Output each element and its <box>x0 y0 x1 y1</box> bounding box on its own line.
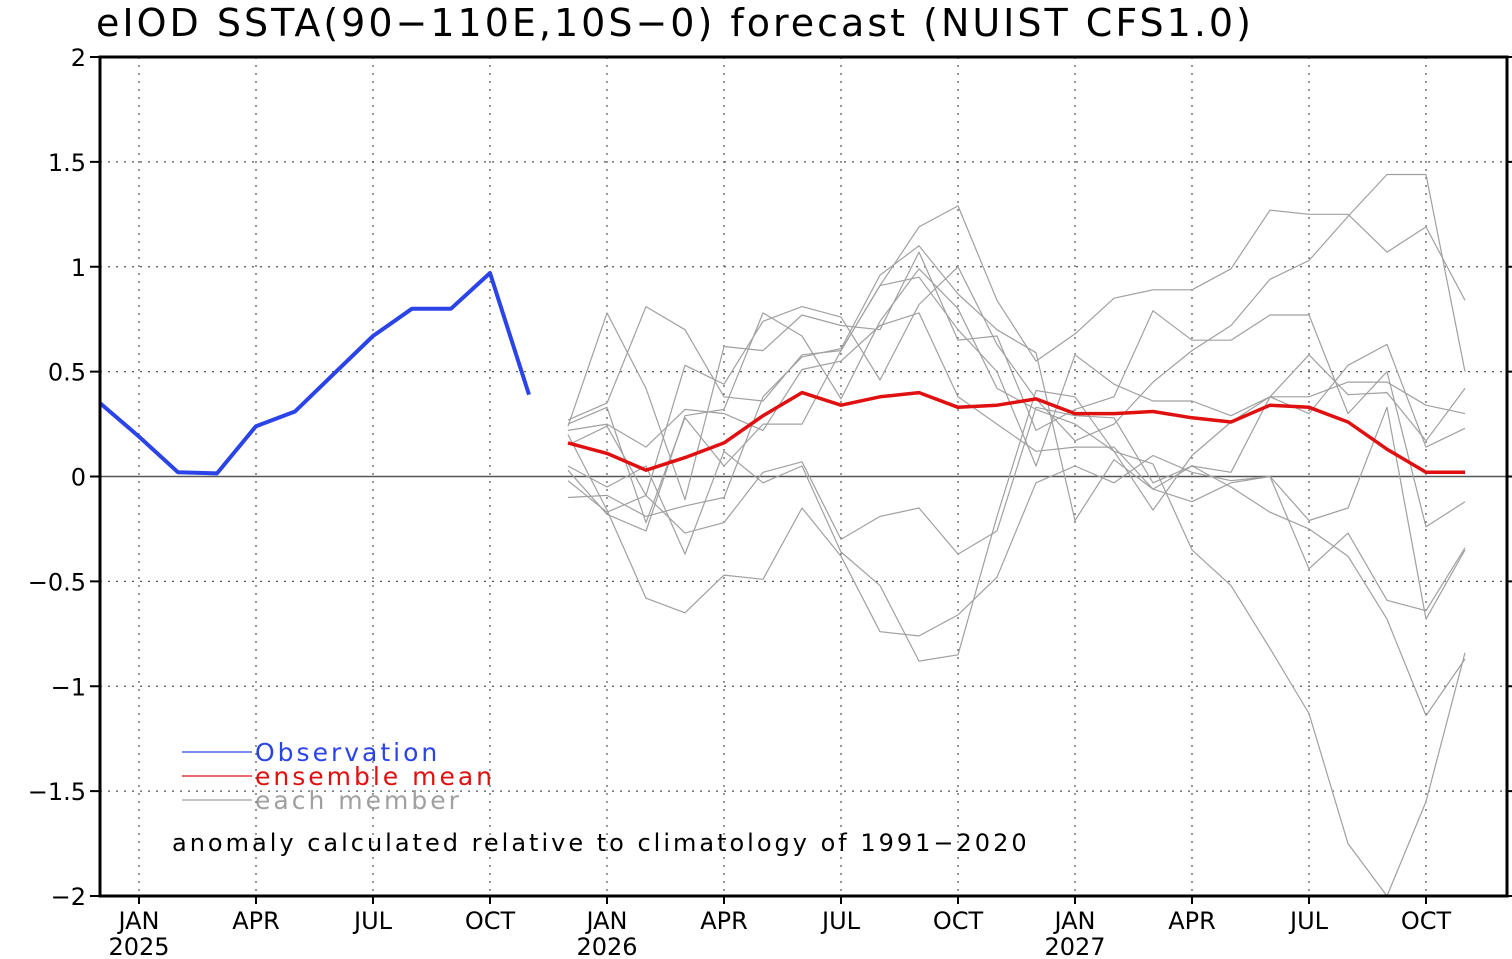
member-line <box>567 251 1466 528</box>
x-tick-label: APR <box>232 907 280 935</box>
member-lines <box>567 173 1466 897</box>
legend: Observation ensemble mean each member <box>182 738 495 815</box>
member-line <box>567 389 1466 897</box>
climatology-note: anomaly calculated relative to climatolo… <box>172 829 1030 857</box>
legend-each-member-label: each member <box>255 786 462 815</box>
x-tick-label: OCT <box>465 907 516 935</box>
x-tick-label: JAN <box>1052 907 1095 935</box>
y-tick-label: 1.5 <box>48 149 86 177</box>
y-tick-label: 2 <box>71 44 86 72</box>
x-tick-year: 2026 <box>576 933 637 959</box>
x-tick-label: JUL <box>352 907 393 935</box>
ensemble-mean-path <box>567 390 1465 475</box>
member-line <box>567 245 1466 717</box>
x-tick-year: 2025 <box>108 933 169 959</box>
member-line <box>567 268 1466 532</box>
x-tick-label: JAN <box>116 907 159 935</box>
y-tick-label: 0.5 <box>48 359 86 387</box>
chart-title: eIOD SSTA(90−110E,10S−0) forecast (NUIST… <box>96 1 1254 45</box>
x-tick-label: APR <box>700 907 748 935</box>
member-line <box>567 343 1466 555</box>
member-line <box>567 276 1466 467</box>
x-tick-label: JUL <box>820 907 861 935</box>
x-tick-label: JAN <box>584 907 627 935</box>
member-line <box>567 312 1466 620</box>
observation-line <box>98 271 531 476</box>
y-tick-label: −1 <box>51 673 86 701</box>
y-tick-label: 1 <box>71 254 86 282</box>
y-tick-label: −0.5 <box>28 568 86 596</box>
y-tick-label: −2 <box>51 883 86 911</box>
legend-ensemble-mean-label: ensemble mean <box>255 762 495 791</box>
x-tick-label: OCT <box>933 907 984 935</box>
y-tick-label: −1.5 <box>28 778 86 806</box>
x-tick-label: JUL <box>1288 907 1329 935</box>
member-line <box>567 434 1466 637</box>
observation-path <box>98 271 531 476</box>
legend-observation-label: Observation <box>255 738 440 767</box>
member-line <box>567 173 1466 496</box>
y-axis-ticks: 2 1.5 1 0.5 0 −0.5 −1 −1.5 −2 <box>28 44 1512 911</box>
x-tick-label: OCT <box>1401 907 1452 935</box>
x-tick-label: APR <box>1168 907 1216 935</box>
y-tick-label: 0 <box>71 464 86 492</box>
x-tick-year: 2027 <box>1044 933 1105 959</box>
member-line <box>567 205 1466 524</box>
ensemble-mean-line <box>567 390 1465 475</box>
